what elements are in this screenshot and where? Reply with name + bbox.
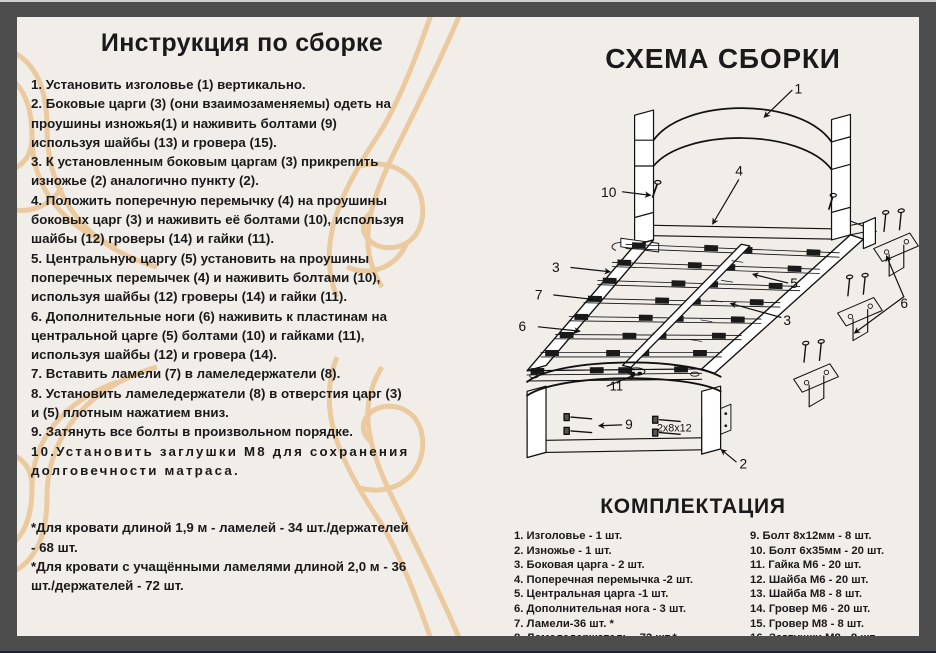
svg-text:9: 9 (625, 417, 633, 432)
svg-text:2х8х12: 2х8х12 (657, 423, 692, 435)
svg-text:7: 7 (535, 287, 543, 302)
svg-text:4: 4 (735, 163, 743, 178)
svg-text:6: 6 (519, 319, 527, 334)
svg-text:6: 6 (900, 296, 908, 311)
svg-text:11: 11 (610, 378, 623, 393)
svg-text:10: 10 (601, 185, 617, 200)
svg-text:3: 3 (552, 260, 560, 275)
svg-text:2: 2 (740, 457, 748, 472)
svg-text:3: 3 (783, 313, 791, 328)
svg-text:1: 1 (795, 82, 803, 97)
svg-text:5: 5 (790, 276, 798, 291)
